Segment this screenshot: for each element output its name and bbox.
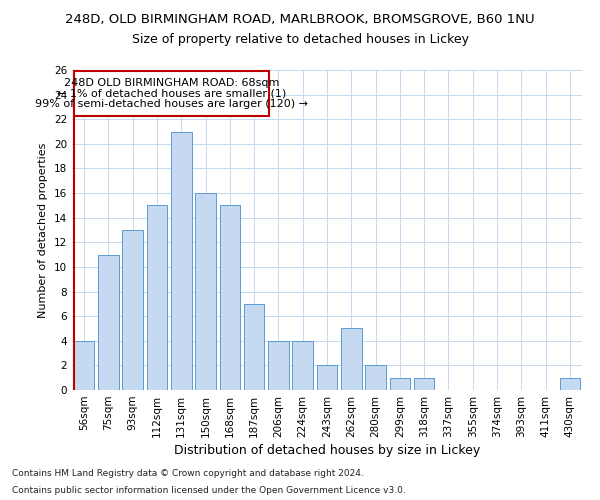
Bar xyxy=(220,206,240,390)
Text: 248D OLD BIRMINGHAM ROAD: 68sqm: 248D OLD BIRMINGHAM ROAD: 68sqm xyxy=(64,78,279,88)
Text: 248D, OLD BIRMINGHAM ROAD, MARLBROOK, BROMSGROVE, B60 1NU: 248D, OLD BIRMINGHAM ROAD, MARLBROOK, BR… xyxy=(65,12,535,26)
Text: ← 1% of detached houses are smaller (1): ← 1% of detached houses are smaller (1) xyxy=(57,88,286,99)
Bar xyxy=(414,378,434,390)
Y-axis label: Number of detached properties: Number of detached properties xyxy=(38,142,49,318)
Bar xyxy=(74,341,94,390)
FancyBboxPatch shape xyxy=(74,71,269,116)
Text: Contains HM Land Registry data © Crown copyright and database right 2024.: Contains HM Land Registry data © Crown c… xyxy=(12,468,364,477)
Text: Size of property relative to detached houses in Lickey: Size of property relative to detached ho… xyxy=(131,32,469,46)
Bar xyxy=(244,304,265,390)
Bar xyxy=(171,132,191,390)
Text: 99% of semi-detached houses are larger (120) →: 99% of semi-detached houses are larger (… xyxy=(35,99,308,109)
Bar xyxy=(560,378,580,390)
Text: Contains public sector information licensed under the Open Government Licence v3: Contains public sector information licen… xyxy=(12,486,406,495)
Bar xyxy=(365,366,386,390)
Bar xyxy=(292,341,313,390)
Bar xyxy=(341,328,362,390)
Bar xyxy=(98,254,119,390)
Bar xyxy=(268,341,289,390)
Bar xyxy=(195,193,216,390)
X-axis label: Distribution of detached houses by size in Lickey: Distribution of detached houses by size … xyxy=(174,444,480,457)
Bar xyxy=(317,366,337,390)
Bar xyxy=(146,206,167,390)
Bar xyxy=(122,230,143,390)
Bar xyxy=(389,378,410,390)
